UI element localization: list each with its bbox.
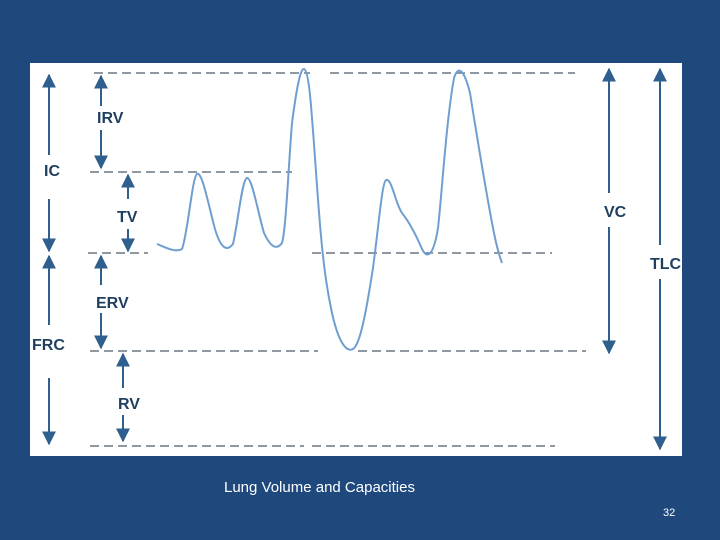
frc-label: FRC [32, 337, 65, 354]
tlc-label: TLC [650, 256, 682, 273]
spirometry-trace [156, 67, 503, 351]
lung-volume-diagram: IRV IC TV ERV FRC RV VC TLC [30, 63, 682, 456]
vc-label: VC [604, 204, 627, 221]
erv-label: ERV [96, 295, 129, 312]
rv-label: RV [118, 396, 140, 413]
page-number: 32 [663, 507, 676, 519]
caption: Lung Volume and Capacities [224, 479, 415, 496]
irv-label: IRV [97, 110, 124, 127]
ic-label: IC [44, 163, 60, 180]
tv-label: TV [117, 209, 138, 226]
